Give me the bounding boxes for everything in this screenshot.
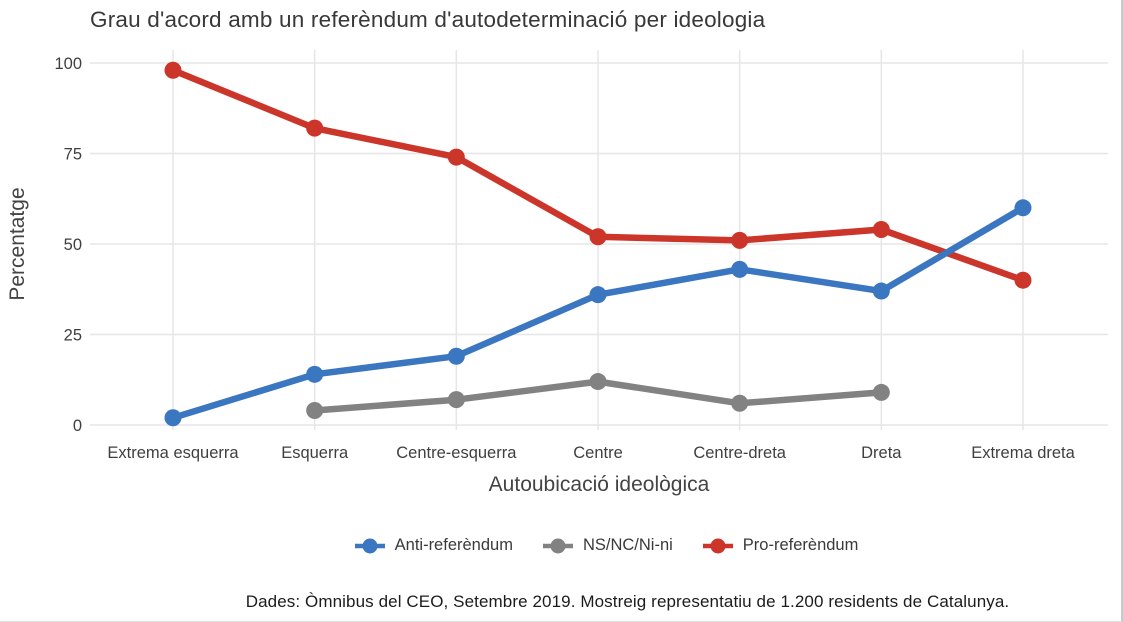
point-Pro-referèndum-Extrema esquerra — [164, 61, 182, 79]
x-tick-label: Centre-esquerra — [396, 444, 517, 462]
x-axis-title: Autoubicació ideològica — [489, 473, 710, 496]
legend-dot — [710, 538, 726, 553]
y-tick-label: 0 — [73, 417, 82, 435]
legend: Anti-referèndum NS/NC/Ni-ni Pro-referèndum — [0, 536, 1121, 555]
y-tick-label: 25 — [64, 327, 82, 345]
legend-marker-icon — [542, 538, 573, 553]
y-axis-title: Percentatge — [6, 187, 29, 300]
x-tick-label: Extrema esquerra — [107, 444, 239, 462]
point-Anti-referèndum-Centre — [589, 286, 607, 304]
point-Anti-referèndum-Dreta — [872, 282, 890, 300]
point-NS/NC/Ni-ni-Dreta — [872, 383, 890, 401]
point-Pro-referèndum-Centre-dreta — [731, 231, 749, 249]
chart-title: Grau d'acord amb un referèndum d'autodet… — [90, 7, 766, 32]
point-Pro-referèndum-Centre — [589, 228, 607, 246]
point-Pro-referèndum-Esquerra — [306, 119, 324, 137]
legend-label: Pro-referèndum — [742, 536, 859, 554]
x-tick-label: Dreta — [861, 444, 902, 462]
y-tick-label: 50 — [64, 236, 82, 254]
point-Anti-referèndum-Esquerra — [306, 365, 324, 383]
point-Pro-referèndum-Extrema dreta — [1014, 271, 1032, 289]
point-NS/NC/Ni-ni-Centre-dreta — [731, 394, 749, 412]
x-tick-label: Centre-dreta — [693, 444, 786, 462]
legend-label: Anti-referèndum — [394, 536, 513, 554]
point-Anti-referèndum-Centre-esquerra — [447, 347, 465, 365]
line-chart: 0 25 50 75 100 Extrema esquerra Esquerra Centre… — [6, 50, 1108, 496]
tick-labels: 0 25 50 75 100 Extrema esquerra Esquerra Centre… — [54, 55, 1075, 462]
point-Anti-referèndum-Extrema dreta — [1014, 199, 1032, 217]
source-caption: Dades: Òmnibus del CEO, Setembre 2019. M… — [245, 592, 1010, 611]
legend-label: NS/NC/Ni-ni — [582, 536, 673, 554]
legend-item-NS/NC/Ni-ni[interactable]: NS/NC/Ni-ni — [542, 536, 673, 555]
legend-item-Anti-referèndum[interactable]: Anti-referèndum — [354, 536, 513, 555]
point-NS/NC/Ni-ni-Centre — [589, 373, 607, 391]
legend-dot — [550, 538, 566, 553]
point-Pro-referèndum-Dreta — [872, 221, 890, 239]
series-layer — [164, 61, 1032, 427]
y-tick-label: 100 — [54, 55, 82, 73]
point-Anti-referèndum-Centre-dreta — [731, 260, 749, 278]
x-tick-label: Centre — [573, 444, 623, 462]
x-tick-label: Esquerra — [281, 444, 349, 462]
legend-marker-icon — [702, 538, 733, 553]
point-NS/NC/Ni-ni-Esquerra — [306, 402, 324, 420]
point-Anti-referèndum-Extrema esquerra — [164, 409, 182, 427]
legend-marker-icon — [354, 538, 385, 553]
x-tick-label: Extrema dreta — [971, 444, 1075, 462]
legend-item-Pro-referèndum[interactable]: Pro-referèndum — [702, 536, 859, 555]
legend-dot — [362, 538, 378, 553]
y-tick-label: 75 — [64, 146, 82, 164]
point-NS/NC/Ni-ni-Centre-esquerra — [447, 391, 465, 409]
point-Pro-referèndum-Centre-esquerra — [447, 148, 465, 166]
